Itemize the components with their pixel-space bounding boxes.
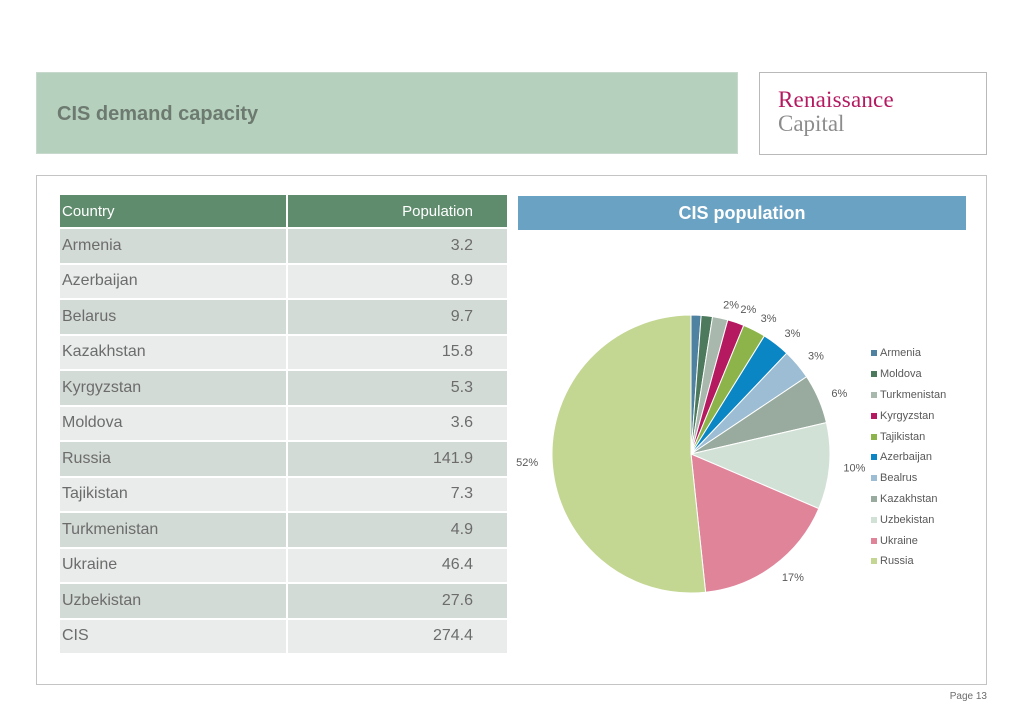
pie-chart: 2% 2% 3% 3% 3% 6% 10% 17% 52% (516, 299, 866, 594)
table-row: Kyrgyzstan 5.3 (60, 371, 507, 407)
legend-item-armenia: Armenia (871, 343, 981, 364)
legend-item-moldova: Moldova (871, 364, 981, 385)
cell-population: 8.9 (288, 264, 507, 300)
legend-label: Kazakhstan (880, 492, 938, 505)
legend-swatch (871, 516, 877, 523)
cell-country: Armenia (60, 229, 288, 265)
pie-label-russia: 52% (516, 457, 538, 469)
legend-swatch (871, 454, 877, 461)
table-row: CIS 274.4 (60, 619, 507, 655)
legend-item-kazakhstan: Kazakhstan (871, 489, 981, 510)
pie-slice-uzbekistan (689, 422, 831, 510)
legend-label: Kyrgyzstan (880, 409, 935, 422)
legend-label: Armenia (880, 347, 921, 360)
table-row: Tajikistan 7.3 (60, 477, 507, 513)
legend-swatch (871, 433, 877, 440)
table-row: Armenia 3.2 (60, 229, 507, 265)
population-table: Country Population Armenia 3.2 Azerbaijan 8… (60, 195, 507, 655)
cell-country: Russia (60, 442, 288, 478)
cell-country: Ukraine (60, 548, 288, 584)
legend-item-azerbaijan: Azerbaijan (871, 447, 981, 468)
cell-population: 5.3 (288, 371, 507, 407)
legend-swatch (871, 495, 877, 502)
pie-label-ukraine: 17% (782, 572, 804, 584)
chart-legend: Armenia Moldova Turkmenistan Kyrgyzstan Taji… (871, 343, 981, 572)
column-header-population: Population (288, 195, 507, 229)
pie-slice-ukraine (690, 453, 820, 593)
table-header-row: Country Population (60, 195, 507, 229)
table-row: Russia 141.9 (60, 442, 507, 478)
cell-population: 274.4 (288, 619, 507, 655)
pie-label-bealrus: 3% (808, 350, 824, 362)
cell-population: 4.9 (288, 513, 507, 549)
legend-item-ukraine: Ukraine (871, 530, 981, 551)
table-row: Azerbaijan 8.9 (60, 264, 507, 300)
legend-item-russia: Russia (871, 551, 981, 572)
logo-text-line1: Renaissance (778, 87, 894, 112)
cell-population: 3.6 (288, 406, 507, 442)
cell-population: 15.8 (288, 335, 507, 371)
page-title: CIS demand capacity (57, 103, 259, 125)
page-number: Page 13 (949, 691, 987, 702)
cell-population: 9.7 (288, 300, 507, 336)
cell-country: Kyrgyzstan (60, 371, 288, 407)
content-frame (36, 175, 987, 685)
legend-label: Moldova (880, 368, 922, 381)
chart-title: CIS population (518, 196, 966, 230)
cell-country: Tajikistan (60, 477, 288, 513)
legend-swatch (871, 350, 877, 357)
table-row: Uzbekistan 27.6 (60, 584, 507, 620)
legend-item-turkmenistan: Turkmenistan (871, 385, 981, 406)
legend-swatch (871, 537, 877, 544)
cell-population: 3.2 (288, 229, 507, 265)
table-body: Armenia 3.2 Azerbaijan 8.9 Belarus 9.7 Kazakhs… (60, 229, 507, 655)
legend-label: Azerbaijan (880, 451, 932, 464)
legend-swatch (871, 412, 877, 419)
table-row: Kazakhstan 15.8 (60, 335, 507, 371)
legend-item-kyrgyzstan: Kyrgyzstan (871, 405, 981, 426)
table-row: Belarus 9.7 (60, 300, 507, 336)
legend-item-uzbekistan: Uzbekistan (871, 509, 981, 530)
logo-text-line2: Capital (778, 111, 845, 136)
cell-country: Azerbaijan (60, 264, 288, 300)
pie-label-kazakhstan: 6% (831, 388, 847, 400)
table-row: Turkmenistan 4.9 (60, 513, 507, 549)
pie-label-azerbaijan: 3% (785, 328, 801, 340)
cell-country: Turkmenistan (60, 513, 288, 549)
legend-swatch (871, 371, 877, 378)
column-header-country: Country (60, 195, 288, 229)
legend-label: Ukraine (880, 534, 918, 547)
cell-country: Belarus (60, 300, 288, 336)
legend-label: Bealrus (880, 472, 918, 485)
pie-label-uzbekistan: 10% (843, 462, 865, 474)
legend-swatch (871, 558, 877, 565)
cell-population: 27.6 (288, 584, 507, 620)
cell-country: Kazakhstan (60, 335, 288, 371)
table-row: Moldova 3.6 (60, 406, 507, 442)
cell-country: Uzbekistan (60, 584, 288, 620)
legend-label: Turkmenistan (880, 388, 947, 401)
cell-population: 7.3 (288, 477, 507, 513)
cell-country: Moldova (60, 406, 288, 442)
cell-country: CIS (60, 619, 288, 655)
pie-slice-russia (551, 314, 707, 594)
pie-label-turkmenistan: 2% (723, 299, 739, 311)
legend-swatch (871, 391, 877, 398)
company-logo: Renaissance Capital (759, 72, 987, 155)
legend-swatch (871, 475, 877, 482)
legend-item-bealrus: Bealrus (871, 468, 981, 489)
pie-label-tajikistan: 3% (761, 313, 777, 325)
legend-item-tajikistan: Tajikistan (871, 426, 981, 447)
legend-label: Tajikistan (880, 430, 926, 443)
legend-label: Uzbekistan (880, 513, 935, 526)
table-row: Ukraine 46.4 (60, 548, 507, 584)
cell-population: 46.4 (288, 548, 507, 584)
title-bar: CIS demand capacity (36, 72, 738, 154)
pie-label-kyrgyzstan: 2% (740, 304, 756, 316)
legend-label: Russia (880, 555, 914, 568)
cell-population: 141.9 (288, 442, 507, 478)
